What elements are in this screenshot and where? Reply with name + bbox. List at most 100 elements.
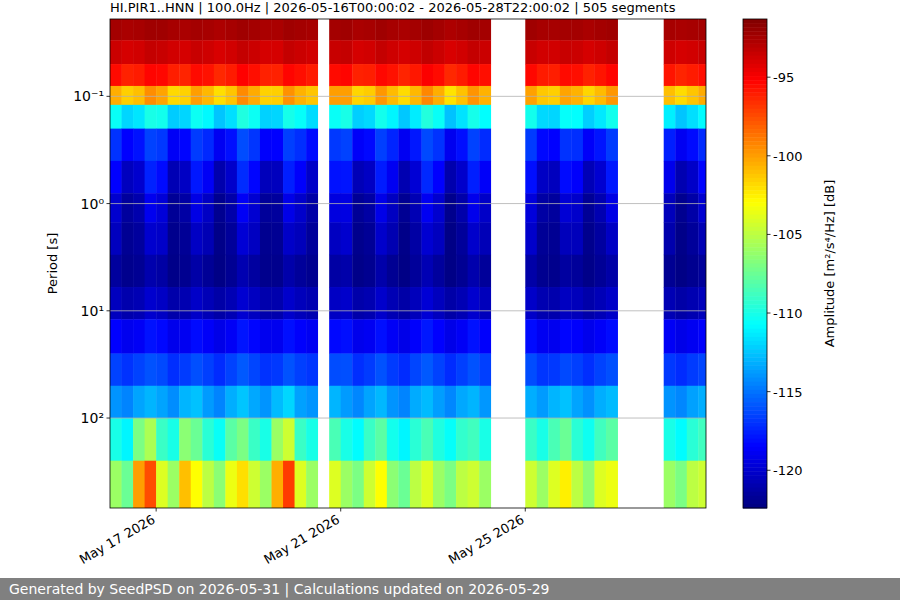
cell: [179, 64, 191, 86]
colorbar-swatch: [743, 264, 767, 269]
y-tick: [107, 310, 111, 311]
cell: [410, 129, 422, 162]
cell: [571, 461, 583, 508]
cell: [583, 19, 595, 41]
cell: [237, 319, 249, 354]
cell: [214, 222, 226, 255]
cell: [398, 161, 410, 194]
cell: [410, 255, 422, 288]
colorbar-swatch: [743, 60, 767, 65]
cell: [110, 193, 122, 223]
cell: [352, 161, 364, 194]
colorbar-swatch: [743, 48, 767, 53]
cell: [329, 129, 341, 162]
cell: [537, 386, 549, 419]
cell: [306, 105, 318, 129]
colorbar-swatch: [743, 215, 767, 220]
cell: [560, 386, 572, 419]
cell: [260, 86, 272, 105]
cell: [698, 129, 706, 162]
cell: [560, 222, 572, 255]
cell: [156, 287, 168, 320]
cell: [410, 19, 422, 41]
cell: [525, 161, 537, 194]
cell: [433, 19, 445, 41]
colorbar-tick: [767, 77, 771, 78]
cell: [594, 19, 606, 41]
cell: [445, 319, 457, 354]
cell: [122, 64, 134, 86]
cell: [225, 129, 237, 162]
cell: [214, 40, 226, 64]
cell: [179, 222, 191, 255]
cell: [260, 353, 272, 386]
cell: [410, 353, 422, 386]
cell: [456, 86, 468, 105]
cell: [421, 129, 433, 162]
cell: [387, 287, 399, 320]
cell: [237, 86, 249, 105]
cell: [364, 386, 376, 419]
cell: [398, 418, 410, 461]
cell: [421, 19, 433, 41]
cell: [179, 287, 191, 320]
colorbar-swatch: [743, 43, 767, 48]
cell: [191, 287, 203, 320]
plot-frame: [110, 19, 706, 508]
cell: [214, 386, 226, 419]
cell: [560, 86, 572, 105]
cell: [537, 255, 549, 288]
colorbar-swatch: [743, 402, 767, 407]
cell: [675, 86, 687, 105]
cell: [664, 353, 676, 386]
cell: [594, 386, 606, 419]
cell: [364, 64, 376, 86]
cell: [283, 40, 295, 64]
cell: [375, 40, 387, 64]
cell: [548, 353, 560, 386]
cell: [145, 86, 157, 105]
cell: [525, 40, 537, 64]
cell: [410, 40, 422, 64]
cell: [179, 129, 191, 162]
cell: [352, 255, 364, 288]
cell: [375, 64, 387, 86]
cell: [145, 287, 157, 320]
cell: [248, 64, 260, 86]
cell: [145, 386, 157, 419]
cell: [433, 129, 445, 162]
colorbar-swatch: [743, 137, 767, 142]
cell: [306, 129, 318, 162]
cell: [698, 40, 706, 64]
grid-line: [110, 203, 706, 204]
cell: [594, 418, 606, 461]
cell: [168, 40, 180, 64]
cell: [398, 193, 410, 223]
x-tick-label: May 21 2026: [261, 512, 342, 567]
cell: [445, 255, 457, 288]
cell: [179, 19, 191, 41]
colorbar-swatch: [743, 308, 767, 313]
cell: [352, 129, 364, 162]
cell: [156, 86, 168, 105]
cell: [214, 161, 226, 194]
cell: [398, 386, 410, 419]
y-axis-title: Period [s]: [45, 233, 60, 295]
cell: [122, 353, 134, 386]
cell: [306, 353, 318, 386]
cell: [202, 222, 214, 255]
cell: [168, 255, 180, 288]
cell: [445, 86, 457, 105]
cell: [341, 418, 353, 461]
cell: [271, 64, 283, 86]
cell: [456, 353, 468, 386]
cell: [433, 40, 445, 64]
colorbar-swatch: [743, 178, 767, 183]
cell: [537, 19, 549, 41]
cell: [133, 418, 145, 461]
cell: [548, 193, 560, 223]
cell: [364, 193, 376, 223]
cell: [364, 353, 376, 386]
cell: [306, 287, 318, 320]
cell: [191, 418, 203, 461]
